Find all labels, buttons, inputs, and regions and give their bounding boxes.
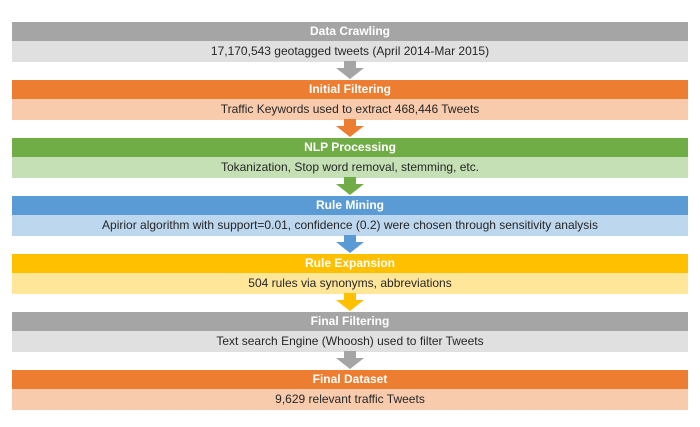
stage-detail: Text search Engine (Whoosh) used to filt… — [12, 331, 688, 352]
down-arrow-icon — [336, 293, 364, 311]
stage-title: Final Filtering — [12, 312, 688, 331]
stage-initial-filtering: Initial Filtering Traffic Keywords used t… — [12, 80, 688, 120]
down-arrow-icon — [336, 61, 364, 79]
stage-title: NLP Processing — [12, 138, 688, 157]
stage-final-filtering: Final Filtering Text search Engine (Whoos… — [12, 312, 688, 352]
stage-detail: Apirior algorithm with support=0.01, con… — [12, 215, 688, 236]
down-arrow-icon — [336, 351, 364, 369]
stage-data-crawling: Data Crawling 17,170,543 geotagged tweets… — [12, 22, 688, 62]
stage-title: Rule Expansion — [12, 254, 688, 273]
stage-final-dataset: Final Dataset 9,629 relevant traffic Twee… — [12, 370, 688, 410]
down-arrow-icon — [336, 119, 364, 137]
stage-title: Rule Mining — [12, 196, 688, 215]
stage-detail: Traffic Keywords used to extract 468,446… — [12, 99, 688, 120]
down-arrow-icon — [336, 177, 364, 195]
stage-detail: 504 rules via synonyms, abbreviations — [12, 273, 688, 294]
stage-detail: 9,629 relevant traffic Tweets — [12, 389, 688, 410]
down-arrow-icon — [336, 235, 364, 253]
stage-title: Data Crawling — [12, 22, 688, 41]
stage-title: Final Dataset — [12, 370, 688, 389]
stage-nlp-processing: NLP Processing Tokanization, Stop word re… — [12, 138, 688, 178]
stage-rule-expansion: Rule Expansion 504 rules via synonyms, ab… — [12, 254, 688, 294]
stage-rule-mining: Rule Mining Apirior algorithm with suppor… — [12, 196, 688, 236]
stage-title: Initial Filtering — [12, 80, 688, 99]
stage-detail: Tokanization, Stop word removal, stemmin… — [12, 157, 688, 178]
stage-detail: 17,170,543 geotagged tweets (April 2014-… — [12, 41, 688, 62]
